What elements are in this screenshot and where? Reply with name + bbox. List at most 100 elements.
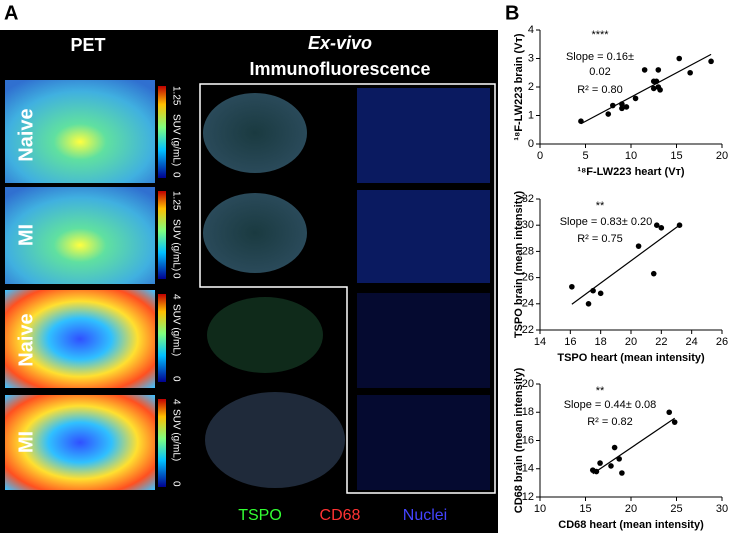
colorbar — [158, 191, 166, 279]
y-axis-label: TSPO brain (mean intensity) — [513, 191, 525, 339]
x-tick-label: 25 — [670, 503, 682, 515]
fit-line — [580, 53, 712, 125]
point — [593, 468, 600, 475]
point — [635, 243, 642, 249]
micrograph — [357, 88, 490, 183]
point — [658, 225, 665, 231]
x-tick-label: 22 — [655, 336, 667, 348]
point — [597, 290, 604, 297]
pet-title: PET — [70, 35, 105, 55]
y-tick-label: 22 — [522, 324, 534, 336]
point — [619, 470, 625, 476]
point — [676, 55, 683, 62]
y-axis-label: CD68 brain (mean intensity) — [513, 367, 525, 513]
point — [655, 67, 662, 73]
colorbar-max: 4 — [170, 399, 181, 405]
y-tick-label: 32 — [522, 193, 534, 205]
micrograph — [357, 190, 490, 283]
heart-section — [207, 297, 323, 373]
pet-image — [5, 395, 155, 490]
x-tick-label: 10 — [534, 503, 546, 515]
x-tick-label: 26 — [716, 336, 728, 348]
legend-cd68: CD68 — [320, 507, 361, 524]
pet-image — [5, 80, 155, 183]
point — [650, 270, 657, 277]
colorbar-min: 0 — [170, 481, 181, 487]
annotation: 0.02 — [589, 66, 610, 78]
annotation: Slope = 0.83± 0.20 — [560, 216, 653, 228]
y-axis-label: ¹⁸F-LW223 brain (Vт) — [513, 33, 525, 140]
pet-image — [5, 290, 155, 388]
colorbar — [158, 294, 166, 382]
y-tick-label: 16 — [522, 434, 534, 446]
x-tick-label: 30 — [716, 503, 728, 515]
point — [578, 118, 584, 124]
point — [608, 463, 614, 469]
fit-line — [571, 224, 680, 305]
point — [657, 87, 663, 93]
y-tick-label: 14 — [522, 463, 534, 475]
micrograph — [357, 293, 490, 388]
x-tick-label: 15 — [670, 150, 682, 162]
ex-vivo-title: Ex-vivo — [308, 33, 372, 53]
y-tick-label: 30 — [522, 219, 534, 231]
x-tick-label: 0 — [537, 150, 543, 162]
point — [666, 409, 673, 416]
point — [671, 419, 678, 425]
y-tick-label: 28 — [522, 245, 534, 257]
colorbar-unit: SUV (g/mL) — [170, 219, 181, 271]
x-tick-label: 5 — [582, 150, 588, 162]
x-tick-label: 15 — [579, 503, 591, 515]
brain-section — [203, 193, 307, 273]
colorbar — [158, 86, 166, 178]
point — [653, 78, 660, 85]
y-tick-label: 20 — [522, 378, 534, 390]
point — [687, 69, 693, 76]
colorbar-unit: SUV (g/mL) — [170, 304, 181, 356]
point — [569, 283, 575, 290]
colorbar-min: 0 — [170, 172, 181, 178]
y-tick-label: 0 — [528, 138, 534, 150]
y-tick-label: 1 — [528, 109, 534, 121]
colorbar-max: 1.25 — [170, 86, 181, 106]
point — [676, 222, 683, 228]
point — [605, 111, 612, 117]
x-tick-label: 14 — [534, 336, 546, 348]
annotation: R² = 0.82 — [587, 416, 633, 428]
row-label: Naive — [15, 108, 37, 161]
y-tick-label: 2 — [528, 81, 534, 93]
annotation: Slope = 0.44± 0.08 — [564, 399, 657, 411]
x-tick-label: 10 — [625, 150, 637, 162]
point — [623, 104, 630, 110]
x-tick-label: 20 — [716, 150, 728, 162]
colorbar-min: 0 — [170, 376, 181, 382]
point — [653, 222, 660, 228]
brain-section — [203, 93, 307, 173]
x-tick-label: 24 — [686, 336, 698, 348]
fit-line — [592, 417, 676, 475]
pet-image — [5, 187, 155, 284]
point — [632, 95, 639, 102]
row-label: Naive — [15, 313, 37, 366]
micrograph — [357, 395, 490, 490]
point — [610, 102, 616, 109]
y-tick-label: 18 — [522, 406, 534, 418]
row-label: MI — [15, 431, 37, 453]
point — [650, 85, 657, 92]
legend-tspo: TSPO — [238, 507, 282, 524]
annotation: Slope = 0.16± — [566, 51, 634, 63]
colorbar-unit: SUV (g/mL) — [170, 409, 181, 461]
point — [597, 460, 603, 466]
y-tick-label: 24 — [522, 298, 534, 310]
y-tick-label: 26 — [522, 272, 534, 284]
panel-label: A — [4, 2, 18, 24]
point — [616, 456, 622, 462]
annotation: ** — [596, 385, 605, 397]
x-axis-label: TSPO heart (mean intensity) — [557, 352, 705, 364]
panel-label: B — [505, 2, 519, 24]
heart-section — [205, 392, 345, 488]
colorbar-max: 1.25 — [170, 191, 181, 211]
if-title: Immunofluorescence — [249, 59, 430, 79]
annotation: ** — [596, 200, 605, 212]
